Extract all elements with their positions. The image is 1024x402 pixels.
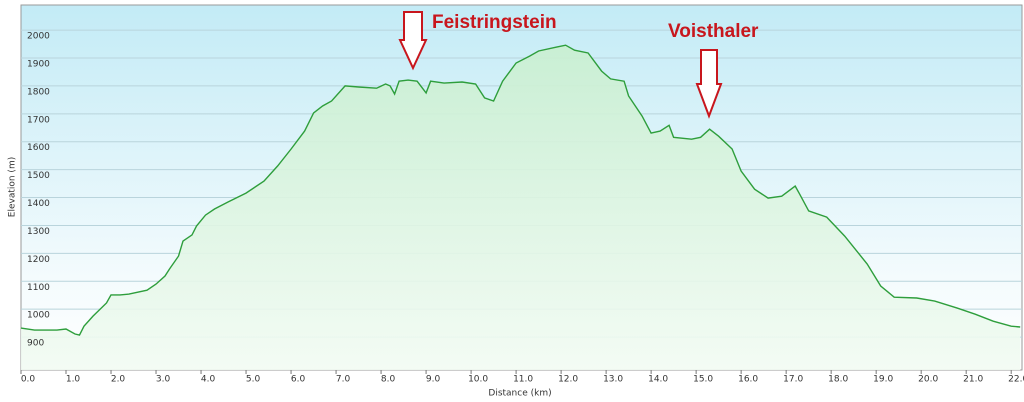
x-tick-label: 4.0 [201, 375, 216, 385]
x-tick-label: 16.0 [738, 375, 758, 385]
x-tick-label: 13.0 [603, 375, 623, 385]
area-fill [21, 45, 1021, 370]
x-axis-label: Distance (km) [488, 389, 551, 399]
y-tick-label: 1400 [27, 199, 50, 209]
x-tick-label: 11.0 [513, 375, 533, 385]
x-tick-label: 21.0 [963, 375, 983, 385]
y-tick-label: 1300 [27, 227, 50, 237]
y-tick-label: 1500 [27, 171, 50, 181]
arrow [398, 11, 428, 71]
y-tick-label: 1100 [27, 283, 50, 293]
elevation-line [20, 44, 1021, 336]
x-tick-label: 5.0 [246, 375, 261, 385]
x-tick-label: 19.0 [873, 375, 893, 385]
x-tick-label: 10.0 [468, 375, 488, 385]
x-tick-label: 20.0 [918, 375, 938, 385]
x-tick-label: 12.0 [558, 375, 578, 385]
x-tick-label: 18.0 [828, 375, 848, 385]
y-tick-label: 2000 [27, 32, 50, 42]
y-tick-label: 1200 [27, 255, 50, 265]
x-tick-label: 0.0 [21, 375, 36, 385]
x-tick-label: 22.0 [1008, 375, 1024, 385]
arrow [695, 49, 723, 119]
y-tick-label: 1900 [27, 60, 50, 70]
x-tick-label: 8.0 [381, 375, 396, 385]
y-tick-label: 900 [27, 339, 44, 349]
x-tick-label: 9.0 [426, 375, 441, 385]
x-tick-label: 14.0 [648, 375, 668, 385]
y-tick-label: 1800 [27, 87, 50, 97]
x-tick-label: 15.0 [693, 375, 713, 385]
x-tick-label: 1.0 [66, 375, 81, 385]
y-axis-label: Elevation (m) [8, 157, 18, 217]
x-tick-label: 17.0 [783, 375, 803, 385]
x-tick-label: 7.0 [336, 375, 351, 385]
y-tick-label: 1600 [27, 143, 50, 153]
x-tick-label: 3.0 [156, 375, 171, 385]
y-tick-label: 1000 [27, 311, 50, 321]
x-tick-label: 2.0 [111, 375, 126, 385]
x-tick-label: 6.0 [291, 375, 306, 385]
annotation: Voisthaler [668, 21, 759, 42]
y-tick-label: 1700 [27, 115, 50, 125]
annotation: Feistringstein [432, 12, 557, 33]
